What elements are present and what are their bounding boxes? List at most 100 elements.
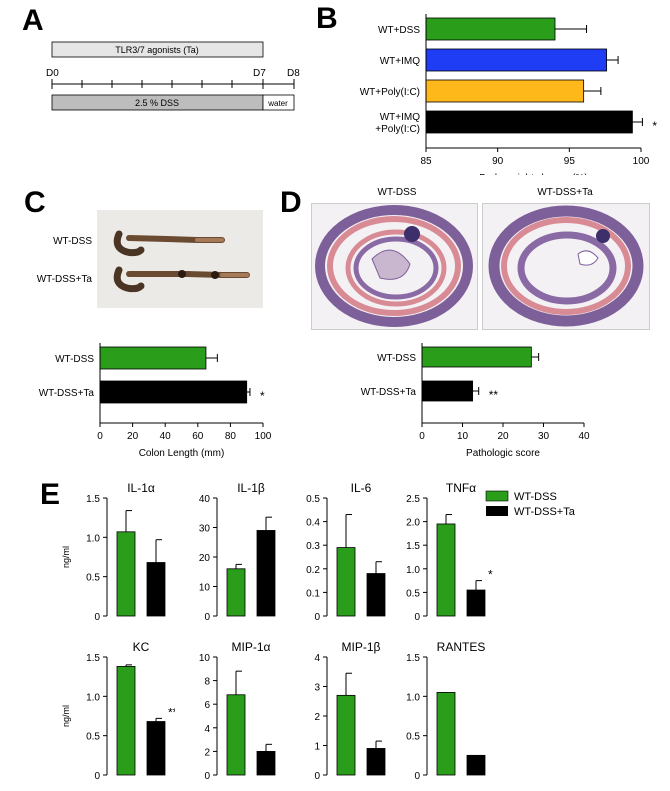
y-tick-label-0: 0 [414,771,420,782]
chart-title: MIP-1α [232,640,271,654]
chart-title: TNFα [446,481,476,495]
day-label-d7: D7 [253,68,266,79]
x-tick-label-3: 100 [633,156,650,167]
y-tick-label-3: 6 [204,700,210,711]
x-tick-label-2: 20 [497,431,509,442]
x-tick-label-0: 0 [97,431,103,442]
panel-d-image-labels: WT-DSS WT-DSS+Ta [378,187,594,198]
y-tick-label-3: 0.3 [306,541,320,552]
x-tick-label-1: 20 [127,431,139,442]
bar-1 [425,48,608,72]
bar-1 [466,754,486,776]
x-tick-label-1: 90 [492,156,504,167]
significance-label-1: ** [489,388,499,402]
y-tick-label-3: 1.5 [86,653,100,664]
y-tick-label-2: 4 [204,724,210,735]
bar-0 [421,346,532,368]
x-tick-label-3: 30 [538,431,550,442]
bar-1 [146,721,166,776]
category-label-0: WT-DSS [55,354,94,365]
y-tick-label-1: 0.5 [86,573,100,584]
significance-label: ** [168,705,175,719]
panel-letter-a: A [22,4,44,37]
chart-title: IL-1β [237,481,265,495]
chart-title: KC [133,640,150,654]
y-tick-label-4: 40 [199,494,211,505]
x-tick-label-0: 85 [420,156,432,167]
legend-label-wt-dss: WT-DSS [514,491,557,503]
bar-1 [256,530,276,617]
y-tick-label-4: 2.0 [406,518,420,529]
panel-e-legend: WT-DSS WT-DSS+Ta [485,490,576,518]
agonist-bar [51,41,264,58]
colon-photo [97,210,263,308]
panel-c-photo-labels: WT-DSS WT-DSS+Ta [37,236,93,285]
category-label-1: WT-DSS+Ta [361,387,417,398]
y-tick-label-4: 4 [314,653,320,664]
y-tick-label-5: 2.5 [406,494,420,505]
bar-1 [421,380,474,402]
y-tick-label-3: 30 [199,524,211,535]
y-tick-label-2: 20 [199,553,211,564]
y-tick-label-2: 1.0 [406,692,420,703]
y-tick-label-3: 1.5 [406,653,420,664]
y-tick-label-2: 1.0 [86,533,100,544]
chart-e-il-1b: IL-1β 0 10 20 30 40 [199,481,276,623]
category-label-1: WT+IMQ [380,56,420,67]
bar-0 [336,547,356,617]
y-tick-label-3: 1.5 [406,541,420,552]
panel-letter-e: E [40,478,61,511]
chart-title: MIP-1β [342,640,381,654]
y-tick-label-2: 1.0 [86,692,100,703]
y-tick-label-5: 0.5 [306,494,320,505]
y-tick-label-0: 0 [204,612,210,623]
y-tick-label-4: 0.4 [306,518,320,529]
bar-0 [226,694,246,776]
bar-1 [366,573,386,617]
chart-b-body-weight: WT+DSS WT+IMQ WT+Poly(I:C) WT+IMQ +Poly(I:C)… [360,14,657,175]
category-label-2: WT+Poly(I:C) [360,87,420,98]
chart-e-mip-1b: MIP-1β 0 1 2 3 4 [314,640,386,782]
water-bar [262,94,295,111]
bar-1 [99,380,248,404]
x-axis-title: Colon Length (mm) [139,448,225,459]
y-axis-title: ng/ml [61,546,71,568]
panel-letter-b: B [316,2,338,35]
y-tick-label-1: 0.5 [406,732,420,743]
significance-label: * [488,568,493,582]
chart-e-tnfa: TNFα 0 0.5 1.0 1.5 2.0 2.5 * [406,481,493,623]
y-tick-label-1: 10 [199,583,211,594]
y-tick-label-2: 2 [314,712,320,723]
category-label-0: WT-DSS [377,353,416,364]
chart-c-colon-length: WT-DSS WT-DSS+Ta * 0 20 40 60 80 100 Colon Length… [39,343,272,459]
significance-label-3: * [652,119,657,133]
category-label-3: WT+IMQ +Poly(I:C) [375,112,420,135]
legend-label-wt-dss-ta: WT-DSS+Ta [514,506,576,518]
x-tick-label-2: 95 [564,156,576,167]
photo-label-wt-dss-ta: WT-DSS+Ta [37,274,93,285]
agonist-label: TLR3/7 agonists (Ta) [115,45,199,55]
chart-e-il-1a: IL-1α 0 0.5 1.0 1.5 ng/ml [61,481,166,623]
y-tick-label-0: 0 [94,771,100,782]
chart-d-pathologic-score: WT-DSS WT-DSS+Ta ** 0 10 20 30 40 Pathologic sco… [361,343,590,459]
bar-0 [436,692,456,776]
dss-label: 2.5 % DSS [135,98,179,108]
chart-e-kc: KC 0 0.5 1.0 1.5 ng/ml ** [61,640,175,782]
histology-label-wt-dss-ta: WT-DSS+Ta [537,187,593,198]
day-label-d8: D8 [287,68,300,79]
y-tick-label-1: 0.5 [86,732,100,743]
y-tick-label-0: 0 [314,612,320,623]
y-tick-label-1: 1 [314,742,320,753]
chart-title: IL-6 [351,481,372,495]
bar-1 [366,748,386,776]
day-label-d0: D0 [46,68,59,79]
bar-0 [116,531,136,617]
histology-image-wt-dss-ta [482,203,650,330]
y-tick-label-2: 0.2 [306,565,320,576]
y-tick-label-3: 1.5 [86,494,100,505]
panel-letter-c: C [24,186,46,219]
y-tick-label-0: 0 [314,771,320,782]
y-tick-label-0: 0 [204,771,210,782]
chart-title: RANTES [437,640,486,654]
legend-swatch-wt-dss-ta [486,506,508,516]
